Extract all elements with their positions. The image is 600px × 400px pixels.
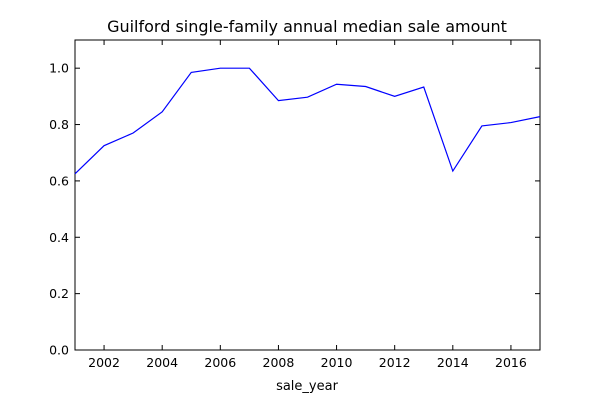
y-tick-label: 1.0 xyxy=(49,61,69,76)
y-tick-label: 0.6 xyxy=(49,173,69,188)
x-tick-label: 2008 xyxy=(263,355,295,370)
x-tick-label: 2004 xyxy=(146,355,178,370)
data-points xyxy=(75,68,540,174)
x-tick-label: 2012 xyxy=(379,355,411,370)
x-tick-label: 2016 xyxy=(495,355,527,370)
y-tick-label: 0.2 xyxy=(49,286,69,301)
y-tick-label: 0.4 xyxy=(49,230,69,245)
x-tick-label: 2006 xyxy=(204,355,236,370)
series-line xyxy=(74,67,541,175)
x-tick-label: 2014 xyxy=(437,355,469,370)
chart-title: Guilford single-family annual median sal… xyxy=(107,17,507,36)
plot-frame xyxy=(74,39,541,351)
x-tick-label: 2010 xyxy=(321,355,353,370)
y-tick-label: 0.8 xyxy=(49,117,69,132)
x-tick-label: 2002 xyxy=(88,355,120,370)
axis-ticks: 2002 2004 2006 2008 2010 2012 2014 2016 0.0 0.2 0.… xyxy=(49,40,540,370)
y-tick-label: 0.0 xyxy=(49,343,69,358)
plot-area: 2002 2004 2006 2008 2010 2012 2014 2016 0.0 0.2 0.… xyxy=(49,39,541,370)
x-axis-label: sale_year xyxy=(276,379,339,394)
